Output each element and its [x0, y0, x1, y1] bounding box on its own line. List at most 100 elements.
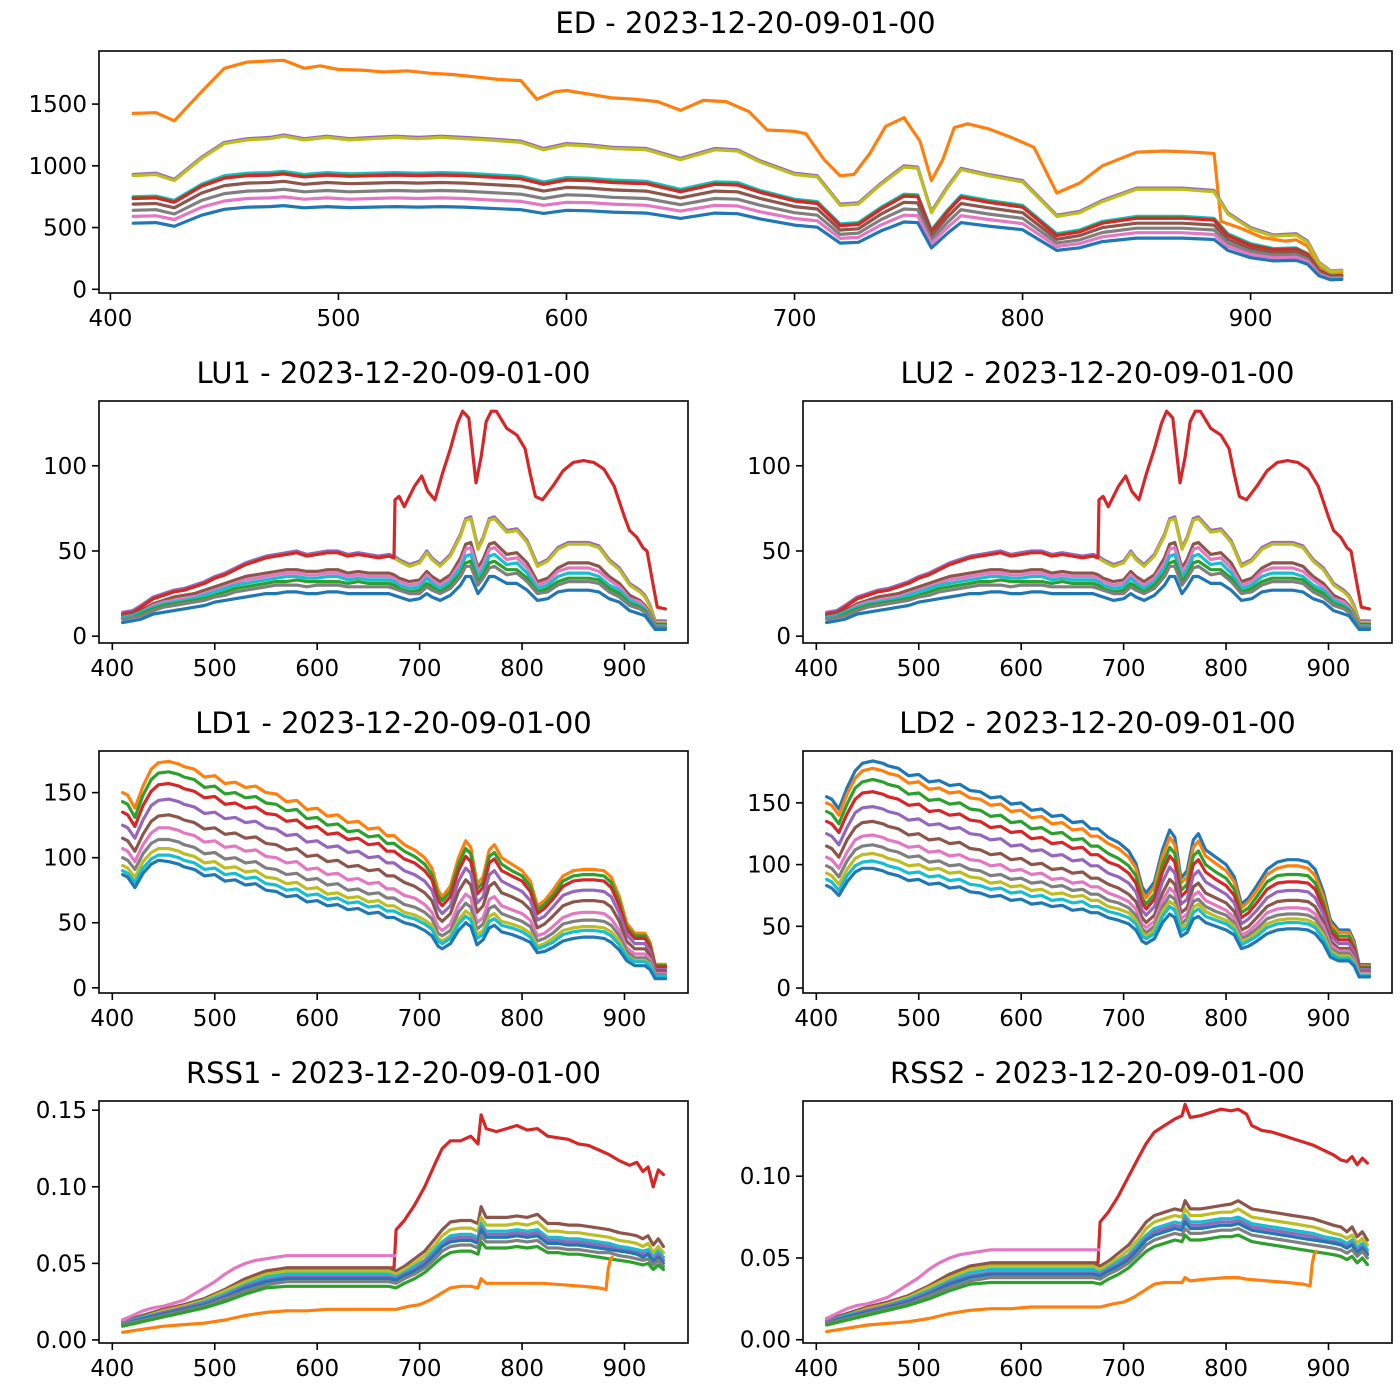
y-tick-label: 0	[776, 624, 791, 650]
x-tick-label: 900	[1307, 656, 1351, 682]
x-tick-label: 600	[545, 306, 589, 332]
x-tick-label: 700	[398, 1006, 442, 1032]
series-line-8	[121, 564, 668, 630]
axes-frame	[802, 400, 1393, 644]
x-tick-label: 900	[603, 656, 647, 682]
x-tick-label: 900	[1229, 306, 1273, 332]
series-line-3	[121, 781, 668, 969]
series-line-3	[825, 777, 1372, 969]
y-tick-label: 50	[58, 539, 87, 565]
y-tick-label: 0.00	[36, 1328, 87, 1354]
x-tick-label: 600	[999, 1356, 1043, 1382]
y-tick-label: 0.05	[36, 1251, 87, 1277]
subplot-title: LD1 - 2023-12-20-09-01-00	[195, 706, 591, 740]
series-line-1	[121, 759, 668, 966]
series-line-6	[121, 552, 668, 628]
subplot-5: 400 500 600 700 800 900 0 50 100 150 LD2 - 2023-12…	[747, 706, 1393, 1032]
series-line-3	[825, 409, 1372, 616]
axes-frame	[98, 400, 689, 644]
series-line-7	[121, 1234, 665, 1327]
series-line-10	[825, 859, 1372, 978]
series-line-4	[121, 540, 668, 626]
y-tick-label: 0.15	[36, 1098, 87, 1124]
series-line-6	[825, 552, 1372, 628]
y-tick-label: 50	[762, 539, 791, 565]
axes-frame	[98, 750, 689, 994]
subplot-3: 400 500 600 700 800 900 0 50 100 LU2 - 2023-12-20…	[747, 356, 1393, 682]
series-line-3	[131, 134, 1344, 273]
x-tick-label: 500	[193, 1006, 237, 1032]
y-tick-label: 100	[43, 454, 87, 480]
x-tick-label: 700	[773, 306, 817, 332]
x-tick-label: 400	[88, 306, 132, 332]
series-line-7	[825, 833, 1372, 975]
x-tick-label: 500	[316, 306, 360, 332]
series-line-5	[825, 546, 1372, 628]
x-tick-label: 800	[1204, 1006, 1248, 1032]
x-tick-label: 400	[794, 1356, 838, 1382]
series-line-5	[121, 546, 668, 628]
x-tick-label: 700	[398, 656, 442, 682]
subplot-7: 400 500 600 700 800 900 0.00 0.05 0.10 RSS2 - 202…	[740, 1056, 1393, 1382]
series-line-6	[131, 172, 1344, 278]
x-tick-label: 600	[295, 1356, 339, 1382]
series-line-8	[825, 843, 1372, 977]
x-tick-label: 400	[794, 1006, 838, 1032]
x-tick-label: 500	[897, 1356, 941, 1382]
subplot-title: LD2 - 2023-12-20-09-01-00	[899, 706, 1295, 740]
y-tick-label: 100	[747, 853, 791, 879]
series-line-1	[121, 515, 668, 623]
series-line-10	[131, 204, 1344, 282]
series-line-6	[825, 1220, 1369, 1325]
series-line-10	[121, 858, 668, 981]
x-tick-label: 700	[1102, 1006, 1146, 1032]
series-line-6	[121, 1228, 665, 1327]
x-tick-label: 400	[90, 1356, 134, 1382]
x-tick-label: 800	[500, 656, 544, 682]
series-line-8	[121, 847, 668, 978]
x-tick-label: 900	[1307, 1356, 1351, 1382]
series-line-4	[825, 1213, 1369, 1324]
x-tick-label: 700	[1102, 1356, 1146, 1382]
y-tick-label: 0.05	[740, 1246, 791, 1272]
series-line-6	[825, 819, 1372, 974]
series-line-10	[825, 1249, 1318, 1334]
x-tick-label: 900	[603, 1006, 647, 1032]
subplot-title: ED - 2023-12-20-09-01-00	[555, 6, 935, 40]
x-tick-label: 400	[90, 656, 134, 682]
x-tick-label: 600	[295, 656, 339, 682]
series-line-9	[131, 195, 1344, 281]
series-line-9	[825, 1248, 1101, 1321]
subplot-1: 400 500 600 700 800 900 0 500 1000 1500 ED - 2023-…	[28, 6, 1393, 332]
x-tick-label: 900	[1307, 1006, 1351, 1032]
x-tick-label: 800	[1001, 306, 1045, 332]
y-tick-label: 500	[43, 216, 87, 242]
subplot-4: 400 500 600 700 800 900 0 50 100 150 LD1 - 2023-12…	[43, 706, 689, 1032]
series-line-2	[121, 770, 668, 968]
y-tick-label: 50	[58, 911, 87, 937]
x-tick-label: 500	[897, 656, 941, 682]
series-group	[825, 759, 1372, 979]
series-line-9	[121, 853, 668, 978]
series-group	[825, 1102, 1369, 1334]
series-line-7	[121, 559, 668, 630]
y-tick-label: 150	[747, 791, 791, 817]
y-tick-label: 100	[43, 846, 87, 872]
x-tick-label: 900	[603, 1356, 647, 1382]
series-line-9	[825, 851, 1372, 977]
y-tick-label: 0.00	[740, 1328, 791, 1354]
y-tick-label: 0	[72, 976, 87, 1002]
series-group	[825, 409, 1372, 631]
series-line-7	[825, 1226, 1369, 1325]
series-group	[131, 58, 1344, 282]
y-tick-label: 0.10	[740, 1164, 791, 1190]
y-tick-label: 0.10	[36, 1175, 87, 1201]
series-group	[121, 1113, 665, 1334]
series-line-8	[121, 1240, 665, 1328]
series-line-8	[131, 187, 1344, 280]
subplot-title: LU1 - 2023-12-20-09-01-00	[197, 356, 591, 390]
subplot-title: RSS2 - 2023-12-20-09-01-00	[890, 1056, 1305, 1090]
x-tick-label: 800	[1204, 1356, 1248, 1382]
series-line-7	[131, 179, 1344, 279]
series-line-5	[825, 805, 1372, 972]
